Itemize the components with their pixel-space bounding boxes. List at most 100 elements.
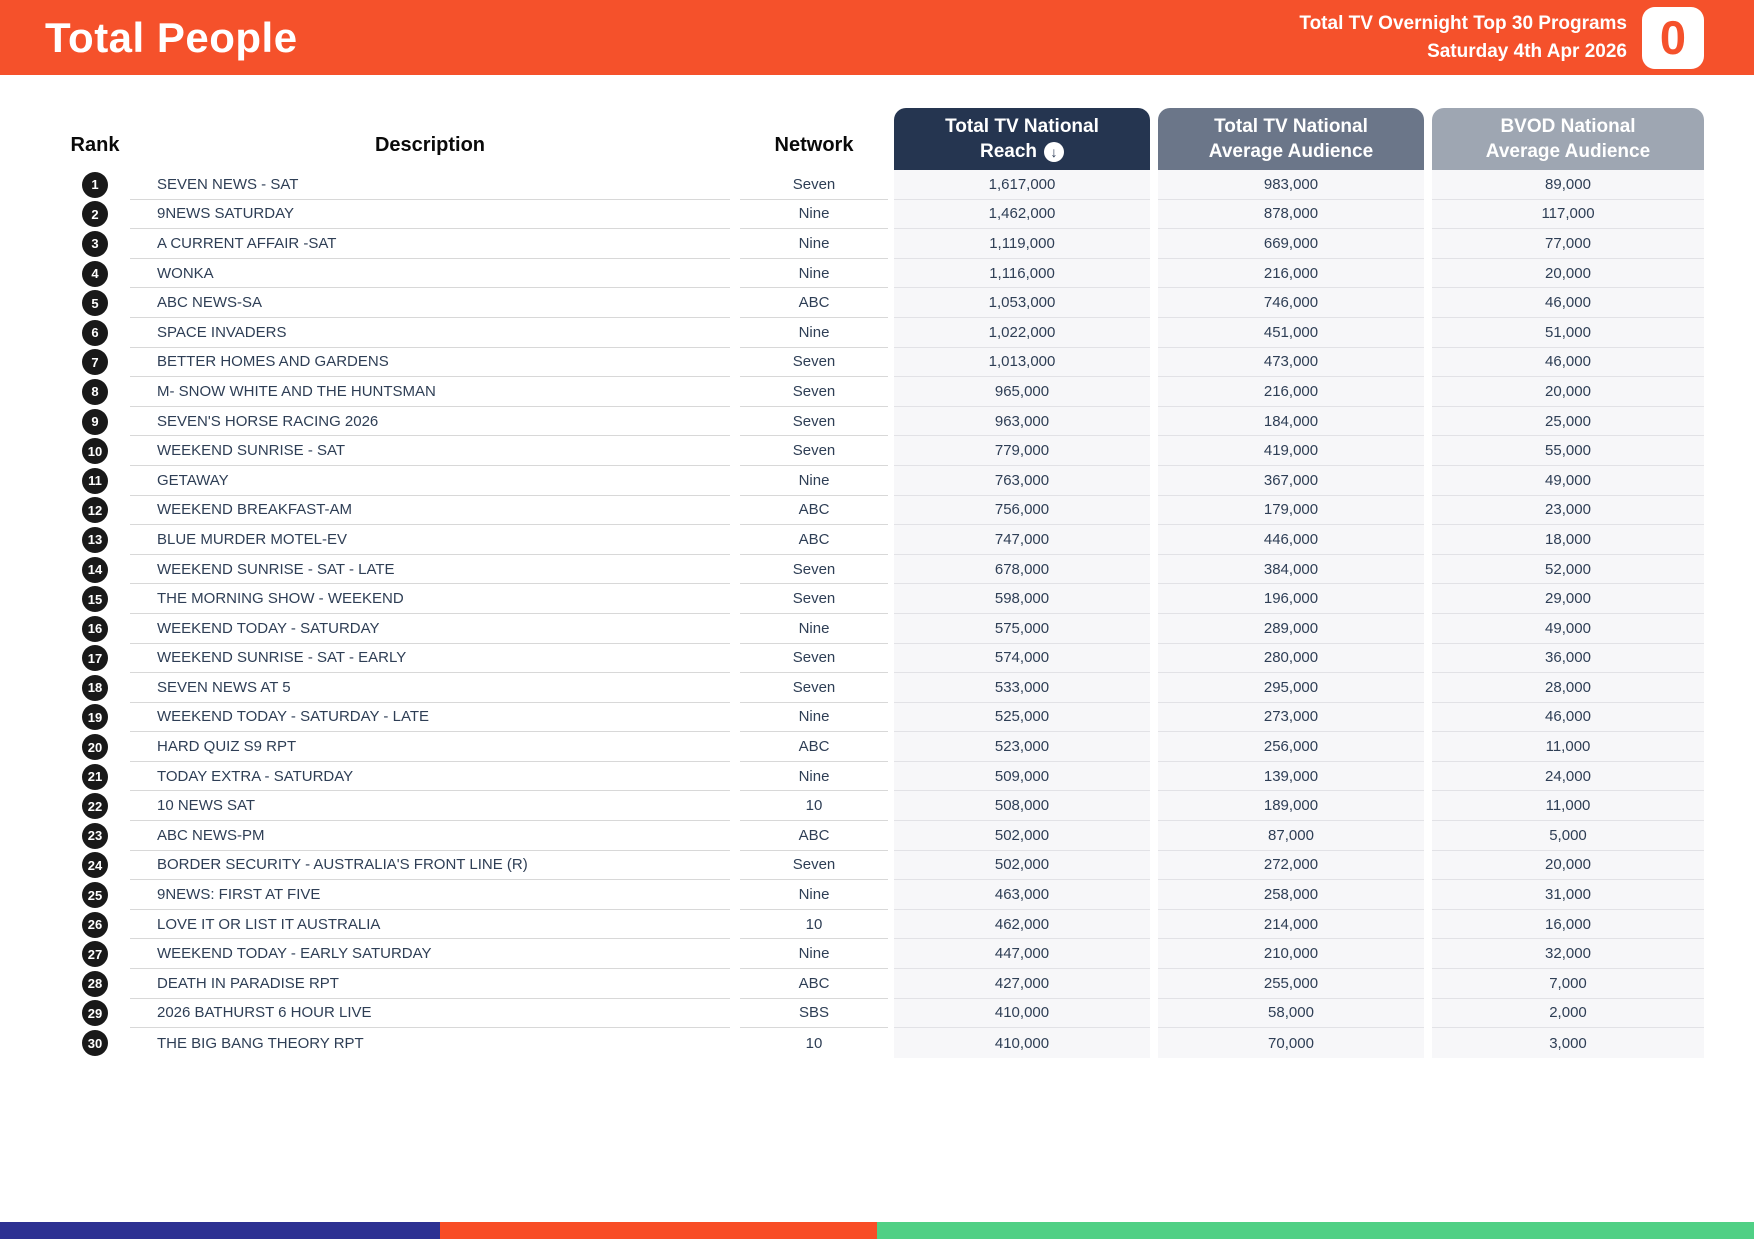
total-tv-reach-value: 598,000 [894, 584, 1150, 614]
rank-cell: 30 [60, 1028, 130, 1058]
column-gap [730, 762, 740, 792]
rank-cell: 23 [60, 821, 130, 851]
table-row: 10 WEEKEND SUNRISE - SAT Seven 779,000 419,0… [60, 436, 1704, 466]
program-network: Nine [740, 229, 888, 259]
column-gap [1150, 259, 1158, 289]
program-description: ABC NEWS-SA [130, 288, 730, 318]
program-network: SBS [740, 999, 888, 1029]
sort-descending-icon[interactable]: ↓ [1044, 141, 1065, 162]
column-gap [1150, 288, 1158, 318]
bvod-average-audience-value: 11,000 [1432, 791, 1704, 822]
program-description: A CURRENT AFFAIR -SAT [130, 229, 730, 259]
total-tv-average-audience-value: 179,000 [1158, 495, 1424, 526]
report-date: Saturday 4th Apr 2026 [1427, 40, 1627, 62]
program-network: Seven [740, 644, 888, 674]
rank-badge: 13 [82, 526, 108, 553]
bvod-average-audience-value: 23,000 [1432, 495, 1704, 526]
bvod-average-audience-value: 36,000 [1432, 643, 1704, 674]
rank-badge: 15 [82, 586, 108, 613]
rank-badge: 9 [82, 408, 108, 435]
table-row: 14 WEEKEND SUNRISE - SAT - LATE Seven 678,0… [60, 554, 1704, 585]
reach-header-line1: Total TV National [945, 116, 1099, 137]
program-description: SEVEN'S HORSE RACING 2026 [130, 407, 730, 437]
program-network: Nine [740, 614, 888, 644]
rank-cell: 21 [60, 762, 130, 792]
column-gap [1424, 999, 1432, 1029]
bvod-average-audience-value: 46,000 [1432, 702, 1704, 733]
rank-badge: 21 [82, 763, 108, 790]
bvod-average-audience-value: 20,000 [1432, 850, 1704, 881]
total-tv-reach-value: 1,119,000 [894, 229, 1150, 259]
total-tv-reach-value: 447,000 [894, 939, 1150, 970]
column-gap [1424, 1028, 1432, 1058]
bvod-average-audience-value: 18,000 [1432, 525, 1704, 555]
total-tv-average-audience-value: 289,000 [1158, 613, 1424, 644]
column-gap [1150, 791, 1158, 821]
column-gap [1150, 466, 1158, 496]
total-tv-reach-value: 965,000 [894, 377, 1150, 407]
program-description: SEVEN NEWS AT 5 [130, 673, 730, 703]
table-row: 27 WEEKEND TODAY - EARLY SATURDAY Nine 447,… [60, 939, 1704, 970]
total-tv-average-audience-value: 87,000 [1158, 821, 1424, 851]
program-network: Nine [740, 259, 888, 289]
table-row: 18 SEVEN NEWS AT 5 Seven 533,000 295,000 28,0… [60, 673, 1704, 703]
avg-header-line1: Total TV National [1214, 116, 1368, 137]
rank-cell: 6 [60, 318, 130, 348]
column-gap [1424, 170, 1432, 200]
program-network: 10 [805, 1034, 823, 1052]
total-tv-reach-value: 678,000 [894, 554, 1150, 585]
column-gap [1424, 466, 1432, 496]
rank-badge: 18 [82, 674, 108, 701]
column-gap [1424, 614, 1432, 644]
bvod-average-audience-value: 7,000 [1432, 969, 1704, 999]
column-gap [1424, 673, 1432, 703]
program-network: Nine [740, 939, 888, 970]
bvod-average-audience-value: 46,000 [1432, 288, 1704, 318]
column-gap [1424, 229, 1432, 259]
rank-badge: 28 [82, 970, 108, 997]
column-gap [1150, 496, 1158, 526]
total-tv-average-audience-value: 878,000 [1158, 199, 1424, 230]
bvod-average-audience-value: 51,000 [1432, 317, 1704, 348]
total-tv-average-audience-value: 189,000 [1158, 791, 1424, 822]
column-gap [1150, 851, 1158, 881]
total-tv-reach-value: 525,000 [894, 702, 1150, 733]
rank-cell: 5 [60, 288, 130, 318]
rank-badge: 25 [82, 882, 108, 909]
program-network: ABC [740, 496, 888, 526]
total-tv-reach-value: 410,000 [894, 998, 1150, 1029]
program-description: SEVEN NEWS - SAT [130, 170, 730, 200]
rank-cell: 26 [60, 910, 130, 940]
rank-cell: 29 [60, 999, 130, 1029]
column-gap [1150, 703, 1158, 733]
table-row: 2 9NEWS SATURDAY Nine 1,462,000 878,000 117,0… [60, 199, 1704, 230]
total-tv-average-audience-value: 58,000 [1158, 998, 1424, 1029]
footer-segment-blue [0, 1222, 440, 1239]
column-gap [1424, 525, 1432, 555]
total-tv-average-audience-value: 214,000 [1158, 909, 1424, 940]
table-row: 21 TODAY EXTRA - SATURDAY Nine 509,000 139,0… [60, 761, 1704, 792]
program-network: Nine [740, 880, 888, 910]
column-header-total-tv-reach[interactable]: Total TV National Reach ↓ [894, 108, 1150, 170]
rank-badge: 17 [82, 645, 108, 672]
rank-badge: 10 [82, 438, 108, 465]
total-tv-average-audience-value: 139,000 [1158, 761, 1424, 792]
table-row: 7 BETTER HOMES AND GARDENS Seven 1,013,000 4… [60, 347, 1704, 378]
rank-cell: 19 [60, 703, 130, 733]
column-gap [730, 821, 740, 851]
program-network: ABC [740, 732, 888, 762]
table-row: 29 2026 BATHURST 6 HOUR LIVE SBS 410,000 58,… [60, 998, 1704, 1029]
bvod-average-audience-value: 16,000 [1432, 909, 1704, 940]
rank-badge: 4 [82, 260, 108, 287]
column-gap [730, 673, 740, 703]
bvod-average-audience-value: 5,000 [1432, 821, 1704, 851]
rank-cell: 7 [60, 348, 130, 378]
column-gap [1150, 584, 1158, 614]
bvod-average-audience-value: 49,000 [1432, 613, 1704, 644]
column-gap [730, 851, 740, 881]
column-gap [1150, 229, 1158, 259]
table-row: 13 BLUE MURDER MOTEL-EV ABC 747,000 446,000 1… [60, 525, 1704, 555]
total-tv-average-audience-value: 256,000 [1158, 732, 1424, 762]
program-network: Seven [740, 170, 888, 200]
rank-cell: 24 [60, 851, 130, 881]
